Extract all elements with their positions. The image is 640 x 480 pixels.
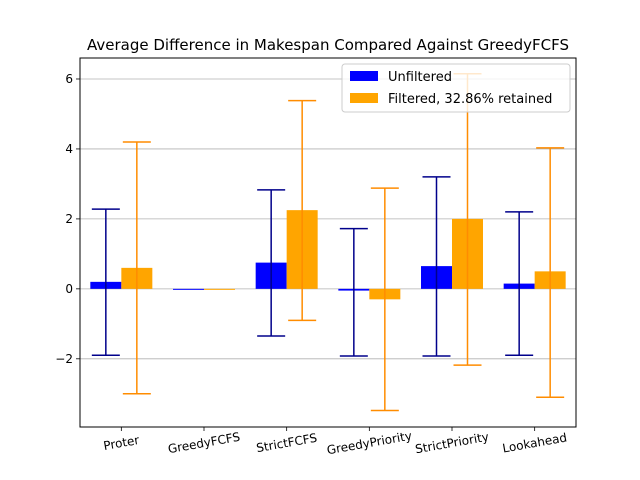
y-tick-label: −2 xyxy=(55,352,73,366)
gridlines xyxy=(80,78,576,360)
plot-frame xyxy=(79,57,577,428)
y-tick-label: 6 xyxy=(65,72,73,86)
x-tick-label: Proter xyxy=(102,433,140,453)
y-tick-label: 2 xyxy=(65,212,73,226)
bar xyxy=(173,288,204,290)
y-axis: −2 0 2 4 6 xyxy=(55,72,80,366)
bar xyxy=(204,288,235,290)
chart-title: Average Difference in Makespan Compared … xyxy=(87,36,569,54)
x-tick-label: GreedyFCFS xyxy=(167,430,241,456)
x-tick-label: GreedyPriority xyxy=(326,429,413,458)
x-tick-label: Lookahead xyxy=(501,430,568,455)
legend-label: Unfiltered xyxy=(388,70,452,85)
legend-box xyxy=(341,63,571,113)
y-tick-label: 0 xyxy=(65,282,73,296)
x-axis: Proter GreedyFCFS StrictFCFS GreedyPriority… xyxy=(102,427,568,457)
bars xyxy=(90,210,566,300)
legend-swatch xyxy=(350,71,378,81)
legend: Unfiltered Filtered, 32.86% retained xyxy=(341,63,571,113)
x-tick-label: StrictPriority xyxy=(414,430,490,457)
error-bars xyxy=(91,72,565,412)
legend-label: Filtered, 32.86% retained xyxy=(388,92,552,107)
x-tick-label: StrictFCFS xyxy=(255,431,318,455)
y-tick-label: 4 xyxy=(65,142,73,156)
legend-swatch xyxy=(350,93,378,103)
